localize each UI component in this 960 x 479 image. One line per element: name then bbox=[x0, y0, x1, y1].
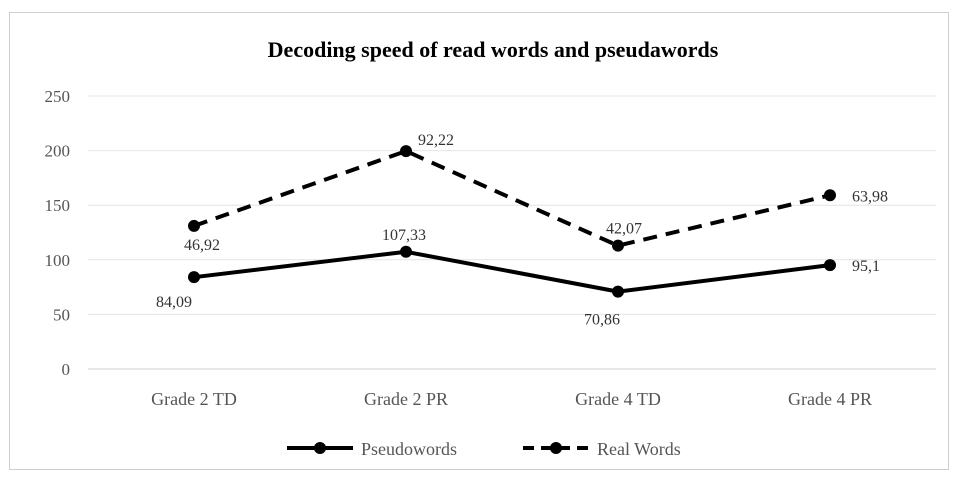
legend: Pseudowords Real Words bbox=[287, 439, 681, 459]
data-point-pseudowords bbox=[400, 245, 412, 258]
data-point-pseudowords bbox=[612, 285, 624, 298]
data-label-real-words: 63,98 bbox=[852, 188, 888, 205]
data-label-pseudowords: 95,1 bbox=[852, 258, 880, 275]
y-tick-label: 150 bbox=[45, 196, 71, 215]
y-tick-label: 50 bbox=[53, 305, 70, 324]
legend-item-real-words: Real Words bbox=[523, 439, 681, 459]
series-line-real-words bbox=[193, 149, 831, 248]
data-labels: 84,09 107,33 70,86 95,1 46,92 92,22 42,07 63,98 bbox=[156, 132, 888, 329]
y-tick-label: 0 bbox=[62, 360, 71, 379]
data-label-pseudowords: 70,86 bbox=[584, 312, 620, 329]
x-category-label: Grade 2 PR bbox=[364, 389, 448, 409]
y-axis-ticks: 0 50 100 150 200 250 bbox=[45, 87, 71, 379]
legend-item-pseudowords: Pseudowords bbox=[287, 439, 457, 459]
data-point-real-words bbox=[612, 239, 624, 252]
y-tick-label: 250 bbox=[45, 87, 71, 106]
data-point-real-words bbox=[188, 219, 200, 232]
chart-frame bbox=[9, 12, 949, 470]
x-axis-categories: Grade 2 TD Grade 2 PR Grade 4 TD Grade 4 PR bbox=[151, 389, 872, 409]
legend-label-pseudowords: Pseudowords bbox=[361, 439, 457, 459]
y-tick-label: 100 bbox=[45, 251, 71, 270]
legend-marker-pseudowords bbox=[314, 442, 326, 454]
legend-label-real-words: Real Words bbox=[597, 439, 681, 459]
data-label-pseudowords: 84,09 bbox=[156, 294, 192, 311]
data-point-real-words bbox=[824, 189, 836, 202]
data-point-pseudowords bbox=[188, 271, 200, 284]
x-category-label: Grade 4 PR bbox=[788, 389, 872, 409]
x-category-label: Grade 4 TD bbox=[575, 389, 661, 409]
data-label-real-words: 42,07 bbox=[606, 221, 642, 238]
data-label-pseudowords: 107,33 bbox=[382, 227, 426, 244]
gridlines bbox=[88, 95, 936, 370]
series-line-pseudowords bbox=[193, 249, 831, 294]
data-label-real-words: 46,92 bbox=[184, 237, 220, 254]
x-category-label: Grade 2 TD bbox=[151, 389, 237, 409]
data-label-real-words: 92,22 bbox=[418, 132, 454, 149]
data-point-real-words bbox=[400, 145, 412, 158]
legend-marker-real-words bbox=[550, 442, 562, 454]
series-lines bbox=[188, 145, 836, 298]
chart-title: Decoding speed of read words and pseudaw… bbox=[268, 37, 719, 62]
y-tick-label: 200 bbox=[45, 142, 71, 161]
data-point-pseudowords bbox=[824, 259, 836, 272]
